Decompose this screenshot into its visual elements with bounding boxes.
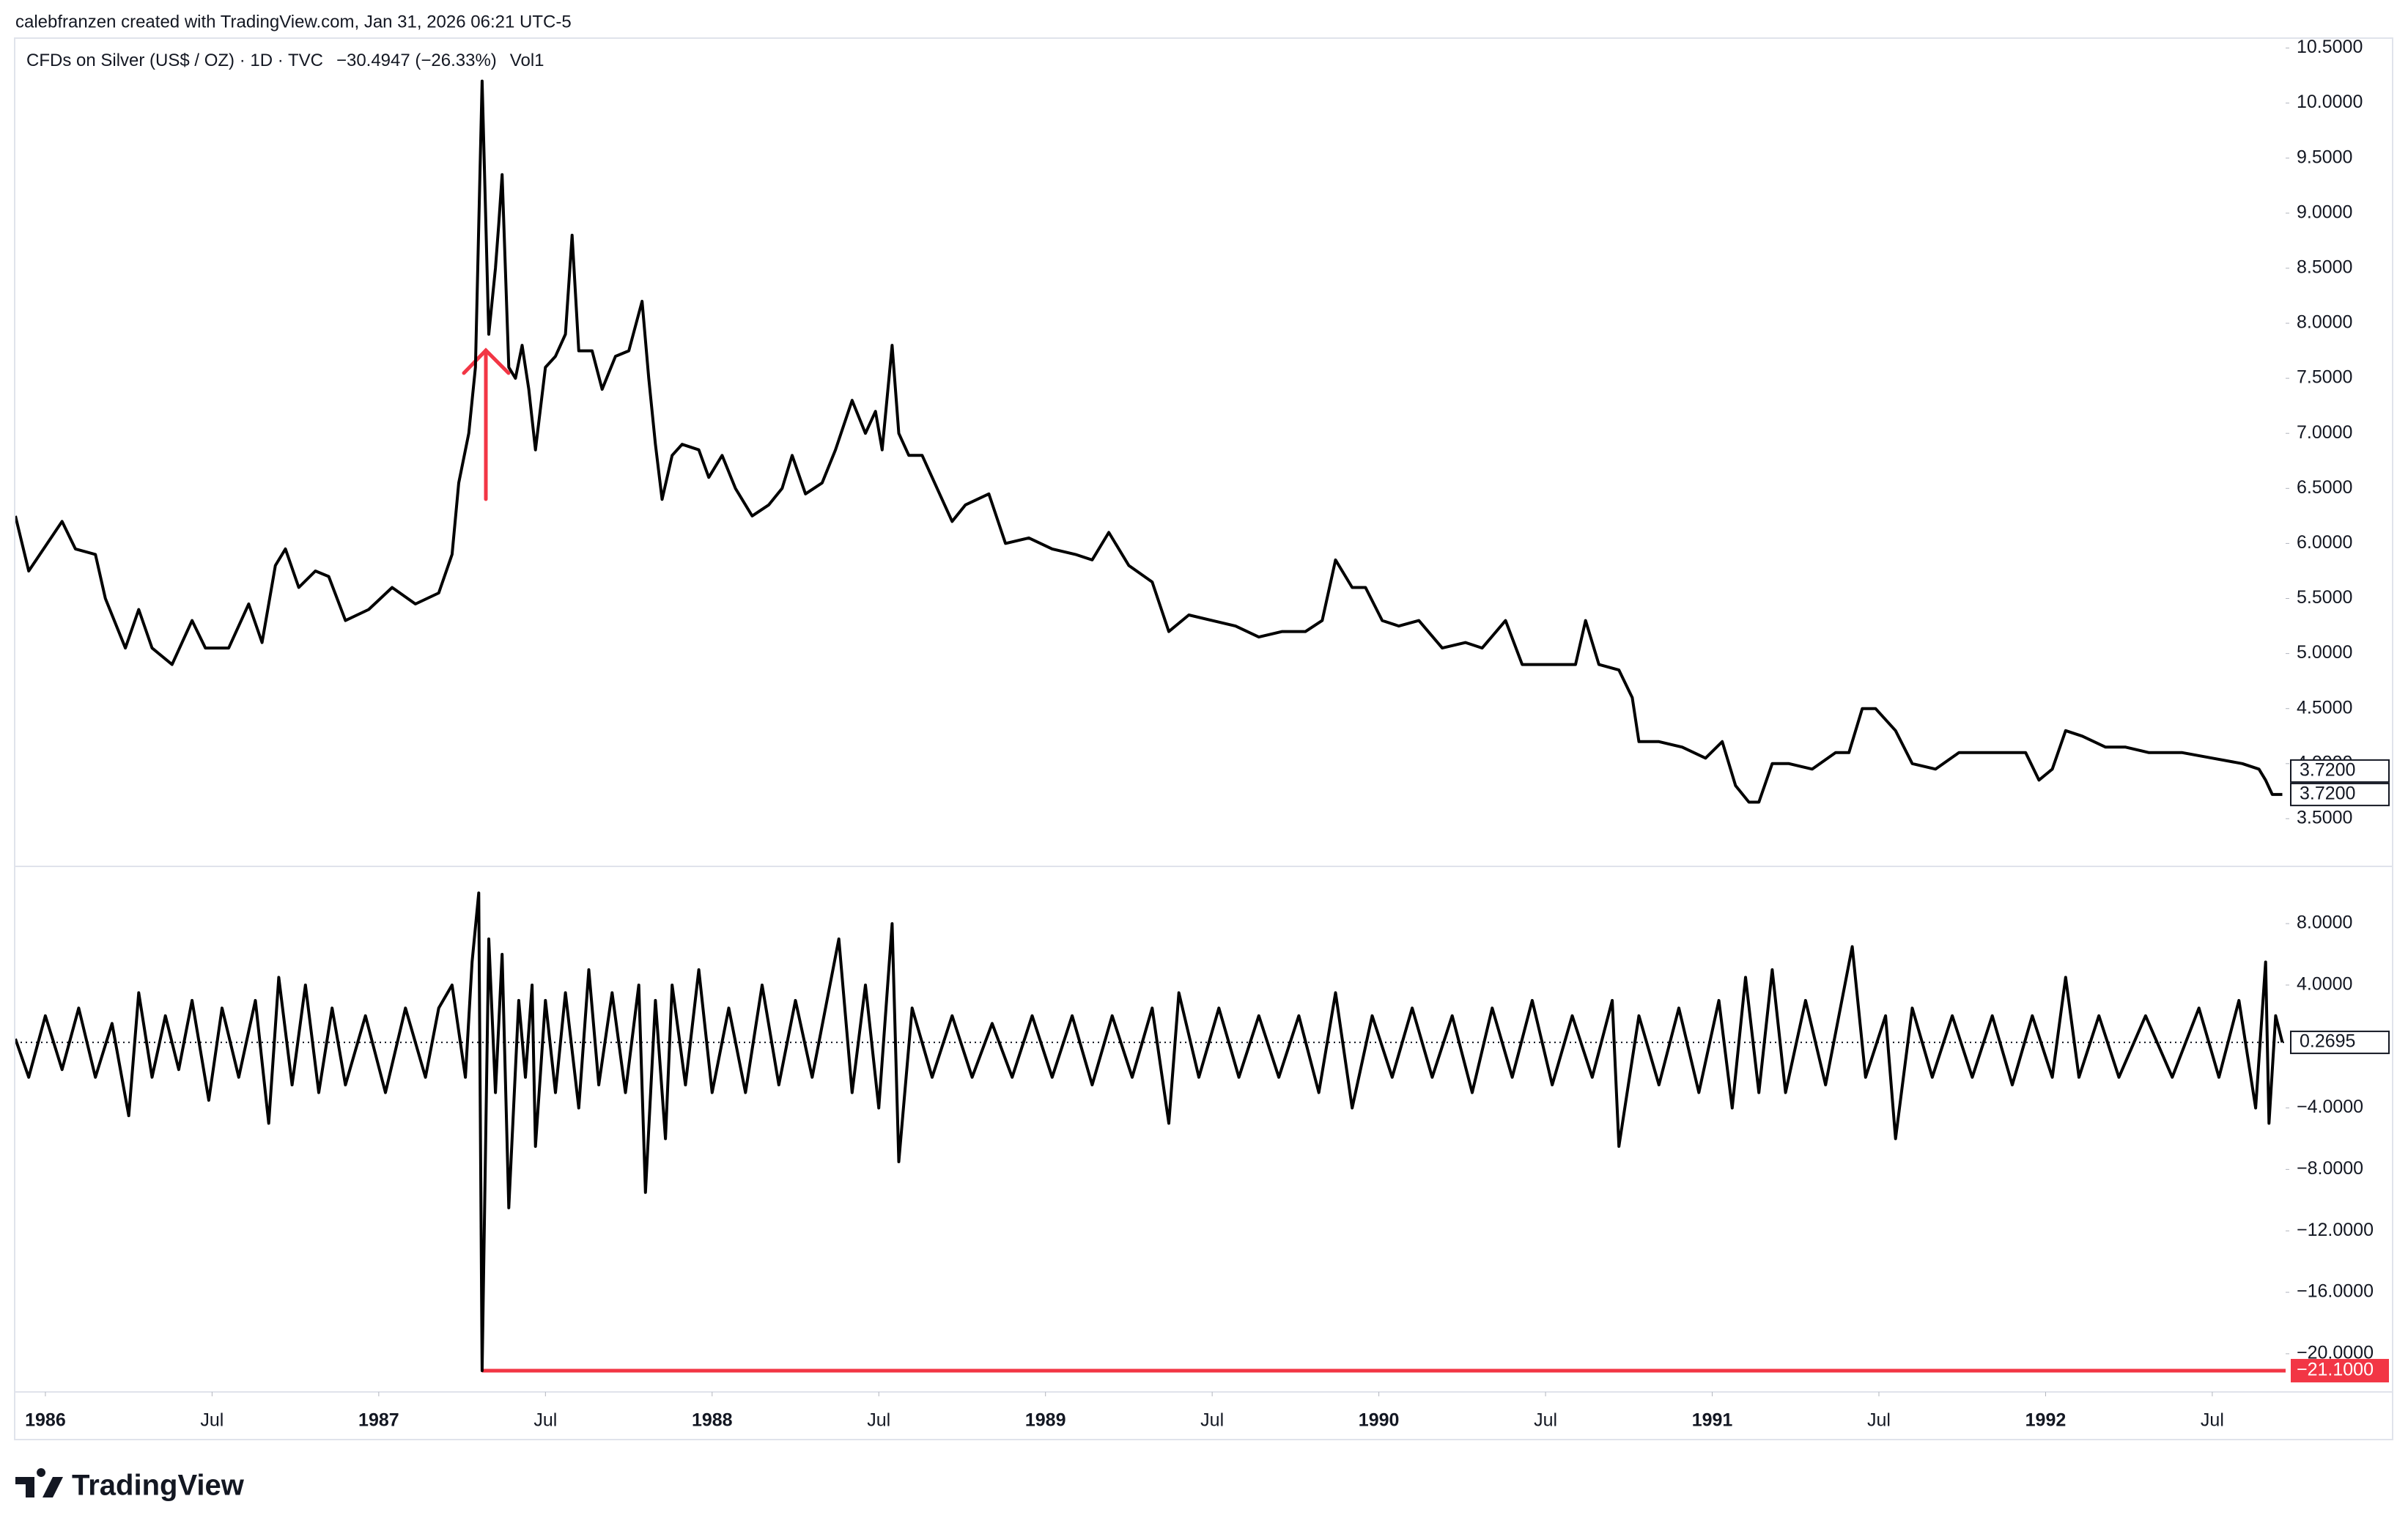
logo-text: TradingView <box>72 1470 245 1502</box>
x-tick-label: 1991 <box>1692 1410 1733 1431</box>
credit: calebfranzen created with TradingView.co… <box>15 12 572 32</box>
x-tick-label: 1987 <box>358 1410 399 1431</box>
y-tick-label: −12.0000 <box>2297 1220 2374 1240</box>
y-tick-label: 8.0000 <box>2297 312 2352 333</box>
arrow-head <box>462 347 511 375</box>
logo-icon <box>15 1468 63 1497</box>
price-label-box <box>2290 759 2390 783</box>
y-tick-label: 5.5000 <box>2297 587 2352 608</box>
legend-symbol: CFDs on Silver (US$ / OZ) · 1D · TVC <box>26 51 323 70</box>
legend: CFDs on Silver (US$ / OZ) · 1D · TVC −30.… <box>26 51 544 70</box>
y-tick-label: 8.0000 <box>2297 913 2352 933</box>
x-tick-label: 1990 <box>1359 1410 1400 1431</box>
series-line <box>15 891 2284 1372</box>
y-tick-label: 6.0000 <box>2297 532 2352 553</box>
x-tick-label: Jul <box>533 1410 557 1431</box>
x-tick-label: 1992 <box>2025 1410 2067 1431</box>
price-label-box <box>2290 782 2390 806</box>
x-tick-label: Jul <box>2201 1410 2224 1431</box>
x-tick-label: 1988 <box>692 1410 733 1431</box>
y-tick-label: 8.5000 <box>2297 257 2352 278</box>
x-tick-label: 1986 <box>25 1410 66 1431</box>
frame <box>14 37 2393 1440</box>
y-tick-label: 3.5000 <box>2297 808 2352 828</box>
price-label-box <box>2290 1031 2390 1055</box>
price-label: 3.7200 <box>2300 759 2355 780</box>
y-tick-label: 10.5000 <box>2297 37 2363 57</box>
y-tick-label: −4.0000 <box>2297 1097 2363 1117</box>
x-tick-label: Jul <box>1200 1410 1224 1431</box>
legend-change: −30.4947 (−26.33%) <box>336 51 497 70</box>
y-tick-label: 9.5000 <box>2297 147 2352 167</box>
level-label: −21.1000 <box>2297 1360 2374 1380</box>
series-line <box>15 79 2283 804</box>
y-tick-label: 5.0000 <box>2297 642 2352 663</box>
y-tick-label: 10.0000 <box>2297 92 2363 112</box>
x-tick-label: Jul <box>1867 1410 1891 1431</box>
x-tick-label: 1989 <box>1025 1410 1066 1431</box>
annotation-arrow <box>462 347 511 501</box>
legend-indicator: Vol1 <box>510 51 544 70</box>
y-tick-label: 9.0000 <box>2297 202 2352 222</box>
x-tick-label: Jul <box>1534 1410 1557 1431</box>
y-tick-label: −8.0000 <box>2297 1158 2363 1179</box>
y-tick-label: 7.5000 <box>2297 367 2352 388</box>
y-tick-label: −16.0000 <box>2297 1281 2374 1302</box>
y-tick-label: 7.0000 <box>2297 422 2352 443</box>
level-label-box <box>2291 1358 2389 1382</box>
y-tick-label: 4.0000 <box>2297 974 2352 995</box>
price-label: 0.2695 <box>2300 1031 2355 1052</box>
logo: TradingView <box>15 1468 245 1502</box>
y-tick-label: 4.5000 <box>2297 697 2352 718</box>
x-tick-label: Jul <box>200 1410 224 1431</box>
y-tick-label: 6.5000 <box>2297 477 2352 498</box>
price-label: 3.7200 <box>2300 783 2355 803</box>
x-tick-label: Jul <box>867 1410 890 1431</box>
